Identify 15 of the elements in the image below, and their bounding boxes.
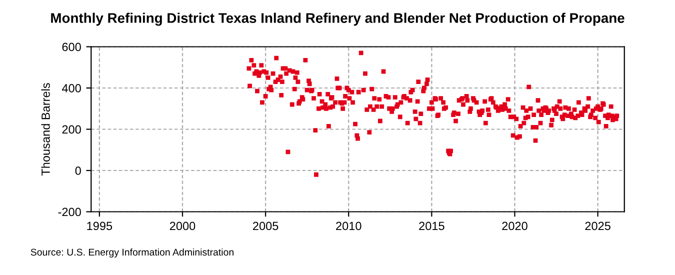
x-tick-label: 2015 [419, 222, 444, 230]
y-tick-label: -200 [58, 208, 81, 216]
x-tick-label: 2000 [170, 222, 196, 230]
x-tick-label: 2005 [253, 222, 278, 230]
y-tick-label: 200 [62, 125, 81, 134]
source-note: Source: U.S. Energy Information Administration [30, 248, 234, 258]
x-tick-label: 2025 [585, 222, 610, 230]
y-tick-label: 0 [75, 166, 81, 175]
y-tick-label: 400 [62, 84, 81, 92]
x-tick-label: 1995 [87, 222, 112, 230]
y-tick-label: 600 [62, 42, 81, 52]
chart-title: Monthly Refining District Texas Inland Refinery and Blender Net Production of Propane [51, 12, 624, 26]
x-tick-label: 2010 [336, 222, 362, 230]
y-axis-title: Thousand Barrels [41, 83, 50, 176]
x-tick-label: 2020 [502, 222, 528, 230]
